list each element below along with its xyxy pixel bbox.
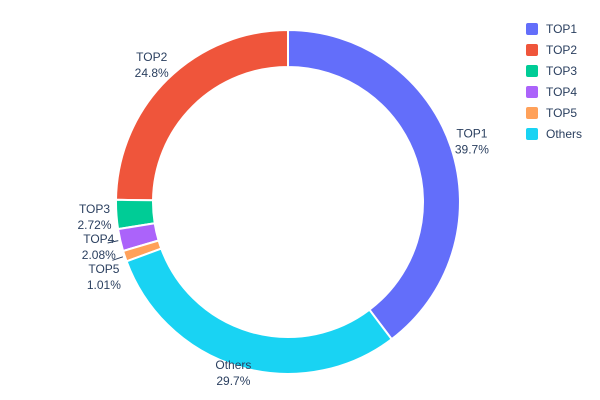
legend-item-top1[interactable]: TOP1 [525,22,582,36]
slice-label-top5: TOP5 1.01% [87,262,121,292]
slice-label-top3: TOP3 2.72% [77,202,111,232]
pie-slice-others[interactable] [125,247,394,375]
legend-label: TOP4 [545,85,578,99]
legend-label: Others [545,127,582,141]
legend-item-top3[interactable]: TOP3 [525,64,582,78]
pie-slice-top2[interactable] [114,28,289,202]
label-leader-line-top5 [112,256,124,261]
pie-slice-top3[interactable] [114,198,156,231]
legend-label: TOP1 [545,22,578,36]
legend-swatch-top1 [525,23,538,35]
legend-label: TOP5 [545,106,578,120]
slice-label-top2: TOP2 24.8% [135,50,169,80]
slice-label-top4: TOP4 2.08% [82,232,116,262]
pie-slice-top1[interactable] [287,28,461,341]
chart-legend: TOP1 TOP2 TOP3 TOP4 TOP5 Others [525,22,582,141]
legend-swatch-top4 [525,86,538,98]
slice-label-top1: TOP1 39.7% [455,126,489,156]
label-leader-line-top4 [107,240,119,244]
legend-item-top4[interactable]: TOP4 [525,85,582,99]
legend-swatch-others [525,128,538,140]
legend-item-top2[interactable]: TOP2 [525,43,582,57]
legend-swatch-top3 [525,65,538,77]
legend-label: TOP3 [545,64,578,78]
legend-item-top5[interactable]: TOP5 [525,106,582,120]
legend-item-others[interactable]: Others [525,127,582,141]
legend-swatch-top2 [525,44,538,56]
legend-swatch-top5 [525,107,538,119]
slice-label-others: Others 29.7% [215,358,251,388]
legend-label: TOP2 [545,43,578,57]
pie-slice-top4[interactable] [116,222,160,253]
